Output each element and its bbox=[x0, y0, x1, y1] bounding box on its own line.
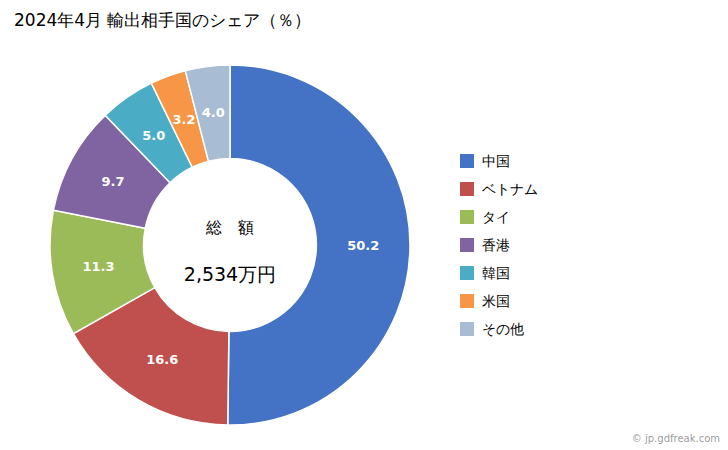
plot bbox=[50, 65, 410, 425]
slice bbox=[228, 65, 410, 425]
slice bbox=[53, 115, 170, 228]
slice bbox=[50, 210, 155, 334]
data-label: 5.0 bbox=[142, 128, 165, 143]
legend-swatch bbox=[460, 182, 474, 196]
data-label: 11.3 bbox=[82, 259, 114, 274]
data-label: 9.7 bbox=[102, 174, 125, 189]
legend-swatch bbox=[460, 294, 474, 308]
legend-item: 中国 bbox=[460, 153, 510, 169]
center-label: 2,534万円 bbox=[184, 263, 276, 285]
legend-item: その他 bbox=[460, 321, 524, 337]
legend-item: 韓国 bbox=[460, 265, 510, 281]
legend-swatch bbox=[460, 238, 474, 252]
title: 2024年4月 輸出相手国のシェア（％） bbox=[14, 10, 311, 30]
data-label: 3.2 bbox=[173, 112, 196, 127]
legend-label: その他 bbox=[482, 321, 524, 337]
legend-swatch bbox=[460, 210, 474, 224]
legend-label: 香港 bbox=[482, 237, 510, 253]
legend: 中国ベトナムタイ香港韓国米国その他 bbox=[460, 153, 538, 337]
labels: 50.2 16.6 11.3 9.7 5.0 3.2 4.0 総 額 2,534万円 bbox=[82, 105, 379, 367]
legend-swatch bbox=[460, 154, 474, 168]
legend-label: ベトナム bbox=[482, 181, 538, 197]
legend-label: 韓国 bbox=[482, 265, 510, 281]
legend-label: タイ bbox=[482, 209, 510, 225]
data-label: 4.0 bbox=[202, 105, 225, 120]
legend-swatch bbox=[460, 322, 474, 336]
chart: 2024年4月 輸出相手国のシェア（％） 50.2 16.6 11.3 9.7 5.0 3.… bbox=[0, 0, 728, 450]
legend-swatch bbox=[460, 266, 474, 280]
center-label: 総 額 bbox=[205, 218, 254, 237]
legend-item: 米国 bbox=[460, 293, 510, 309]
legend-item: ベトナム bbox=[460, 181, 538, 197]
watermark: © jp.gdfreak.com bbox=[632, 433, 720, 444]
legend-item: タイ bbox=[460, 209, 510, 225]
legend-label: 米国 bbox=[482, 293, 510, 309]
legend-label: 中国 bbox=[482, 153, 510, 169]
data-label: 16.6 bbox=[146, 352, 178, 367]
data-label: 50.2 bbox=[347, 238, 379, 253]
legend-item: 香港 bbox=[460, 237, 510, 253]
